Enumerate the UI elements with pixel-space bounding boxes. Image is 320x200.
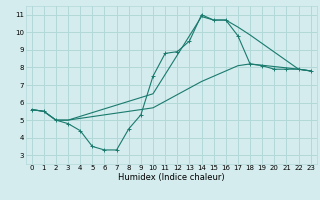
- X-axis label: Humidex (Indice chaleur): Humidex (Indice chaleur): [118, 173, 225, 182]
